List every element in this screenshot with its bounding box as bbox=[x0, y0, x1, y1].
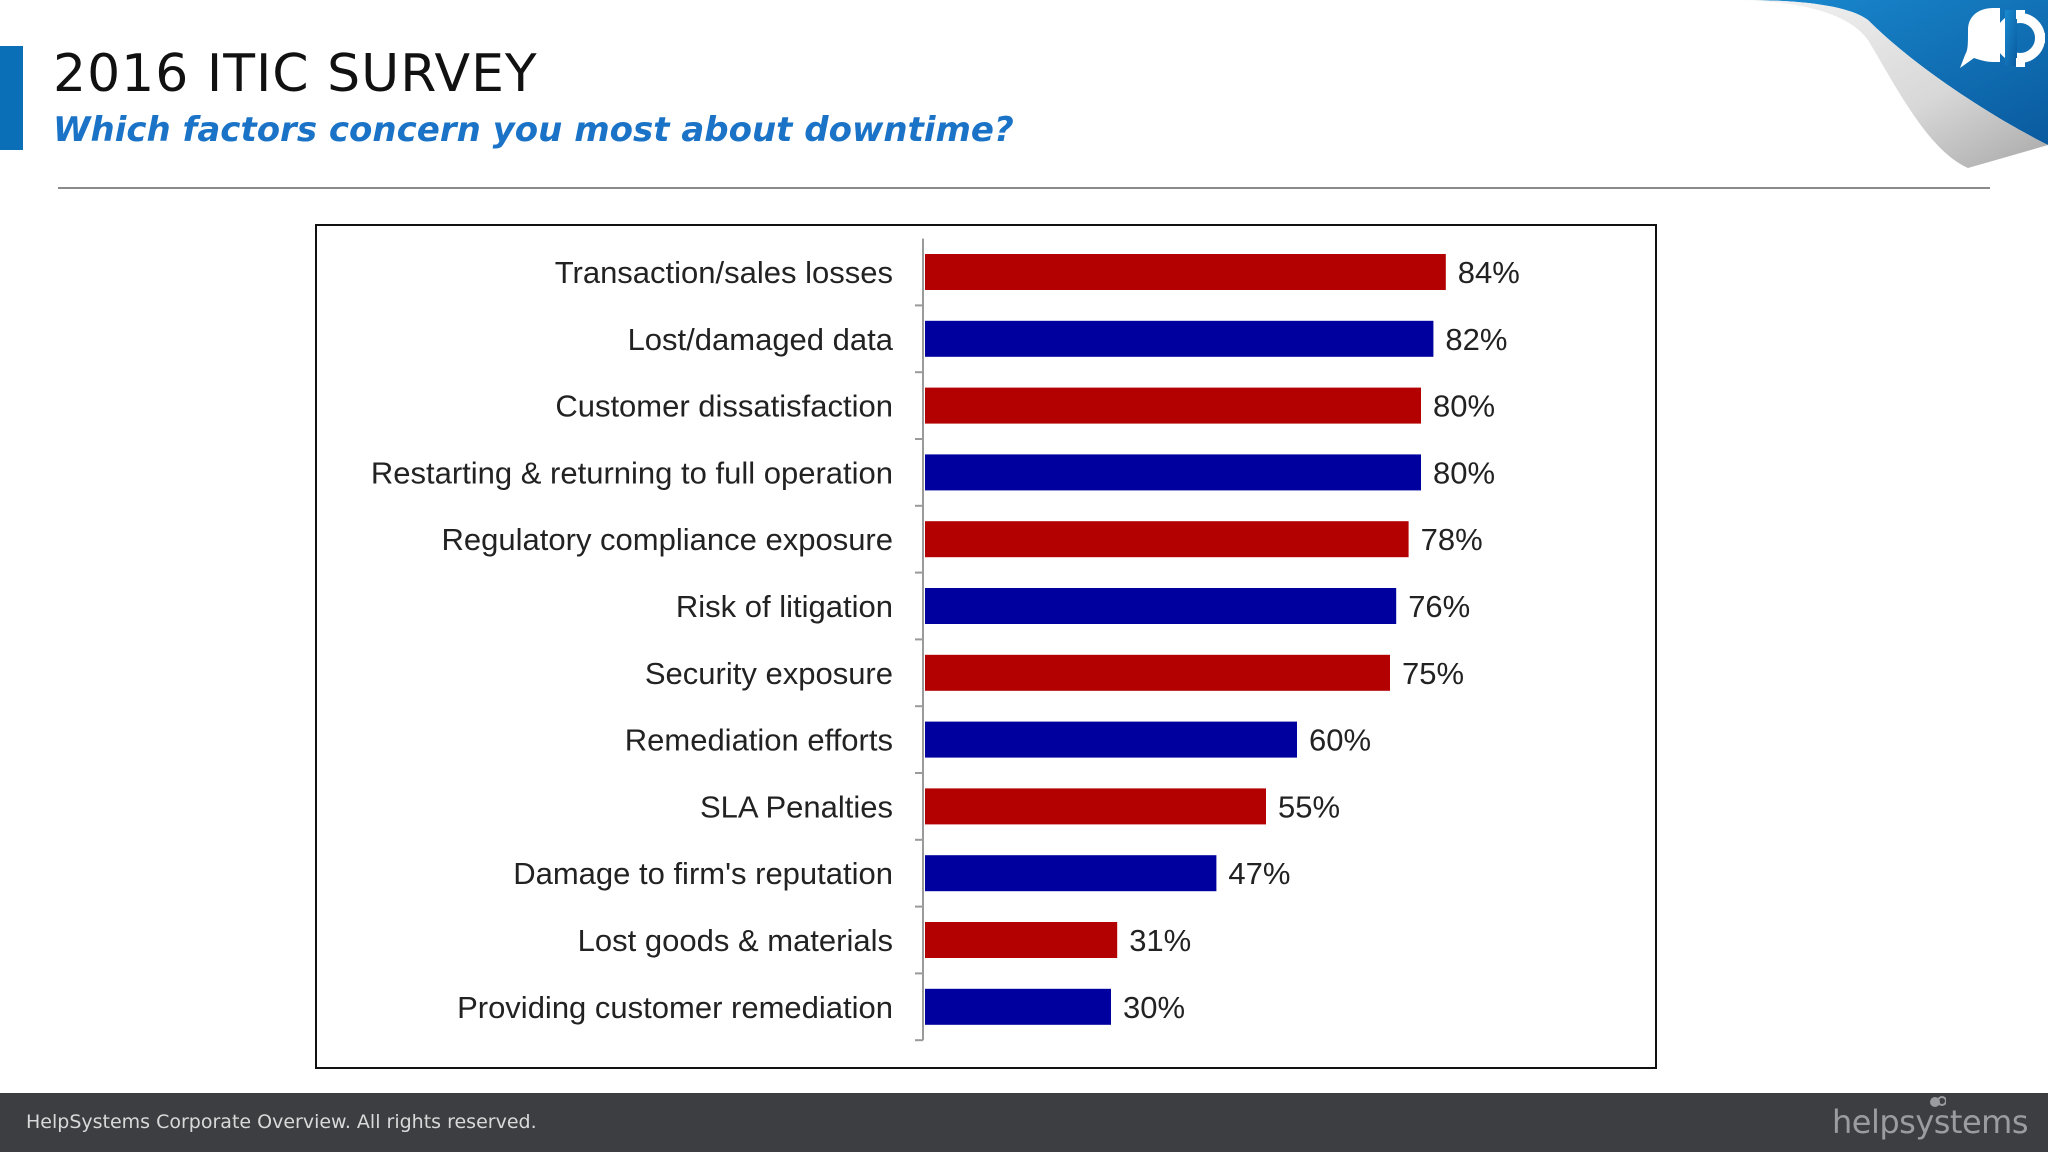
bar-value-label: 84% bbox=[1458, 255, 1520, 290]
bar bbox=[925, 721, 1297, 758]
bar bbox=[925, 254, 1446, 290]
bar-value-label: 55% bbox=[1278, 789, 1340, 824]
category-label: Security exposure bbox=[645, 656, 893, 691]
bar bbox=[925, 320, 1434, 357]
helpsystems-logo-mark-icon bbox=[1930, 1096, 1946, 1107]
bar-value-label: 80% bbox=[1433, 455, 1495, 490]
footer-copyright: HelpSystems Corporate Overview. All righ… bbox=[26, 1111, 537, 1133]
bar bbox=[925, 588, 1397, 624]
bar-value-label: 78% bbox=[1421, 522, 1483, 557]
category-label: Lost goods & materials bbox=[578, 923, 893, 958]
corner-logo-decoration bbox=[1743, 0, 2048, 168]
slide-subtitle: Which factors concern you most about dow… bbox=[53, 110, 1014, 150]
title-divider bbox=[58, 187, 1990, 189]
bar-value-label: 31% bbox=[1129, 923, 1191, 958]
bar-value-label: 76% bbox=[1408, 589, 1470, 624]
bar bbox=[925, 654, 1390, 691]
category-label: Remediation efforts bbox=[625, 723, 893, 758]
bar bbox=[925, 855, 1217, 892]
category-label: Risk of litigation bbox=[676, 589, 893, 624]
bar bbox=[925, 788, 1266, 825]
chart-frame: Transaction/sales losses 84% Lost/damaged … bbox=[315, 224, 1657, 1069]
bar-chart: Transaction/sales losses 84% Lost/damaged … bbox=[371, 238, 1520, 1042]
footer-bar: HelpSystems Corporate Overview. All righ… bbox=[0, 1093, 2048, 1152]
category-label: Restarting & returning to full operation bbox=[371, 455, 893, 490]
bar bbox=[925, 922, 1118, 958]
title-accent-bar bbox=[0, 46, 23, 150]
speech-bubble-gear-logo-icon bbox=[1960, 8, 2045, 68]
category-label: SLA Penalties bbox=[700, 789, 893, 824]
category-label: Providing customer remediation bbox=[457, 990, 893, 1025]
slide-title: 2016 ITIC SURVEY bbox=[53, 44, 538, 104]
category-label: Customer dissatisfaction bbox=[555, 389, 893, 424]
bar-value-label: 47% bbox=[1228, 856, 1290, 891]
category-label: Transaction/sales losses bbox=[555, 255, 893, 290]
bar-value-label: 75% bbox=[1402, 656, 1464, 691]
bar-value-label: 30% bbox=[1123, 990, 1185, 1025]
helpsystems-logo: helpsystems bbox=[1831, 1103, 2029, 1141]
bar-value-label: 80% bbox=[1433, 389, 1495, 424]
bar-value-label: 60% bbox=[1309, 723, 1371, 758]
bar bbox=[925, 521, 1409, 558]
bar bbox=[925, 988, 1111, 1025]
bar bbox=[925, 454, 1421, 491]
category-label: Regulatory compliance exposure bbox=[442, 522, 893, 557]
bar bbox=[925, 387, 1421, 424]
category-label: Lost/damaged data bbox=[628, 322, 894, 357]
category-label: Damage to firm's reputation bbox=[513, 856, 893, 891]
bar-value-label: 82% bbox=[1445, 322, 1507, 357]
